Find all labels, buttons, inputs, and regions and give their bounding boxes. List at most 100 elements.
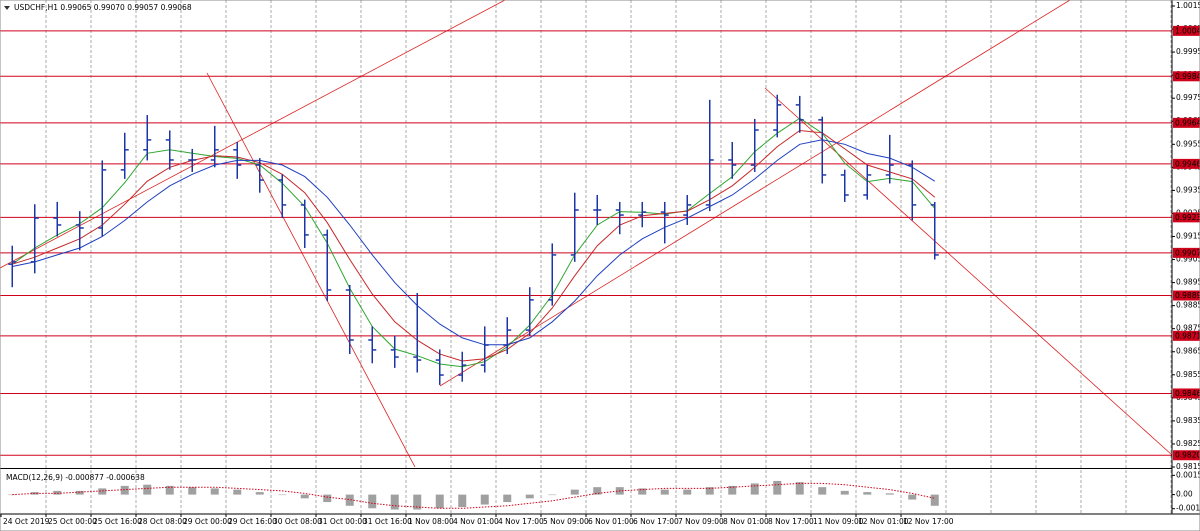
level-label: 0.98469 bbox=[1175, 389, 1200, 398]
level-label-box bbox=[1173, 212, 1200, 223]
macd-bar bbox=[818, 487, 827, 495]
trendline bbox=[206, 72, 416, 467]
level-label-box bbox=[1173, 450, 1200, 461]
macd-bar bbox=[390, 494, 399, 510]
macd-bar bbox=[683, 489, 692, 495]
macd-bar bbox=[345, 494, 354, 506]
y-tick-label: 0.00 bbox=[1176, 490, 1193, 499]
macd-bar bbox=[660, 489, 669, 495]
x-tick-label: 31 Oct 16:00 bbox=[363, 517, 412, 526]
x-tick-label: 11 Nov 09:00 bbox=[813, 517, 864, 526]
macd-bar bbox=[908, 494, 917, 500]
level-label-box bbox=[1173, 117, 1200, 128]
level-label: 0.99845 bbox=[1175, 72, 1200, 81]
macd-bar bbox=[210, 488, 219, 495]
macd-bar bbox=[165, 485, 174, 495]
level-label: 0.99079 bbox=[1175, 248, 1200, 257]
x-tick-label: 25 Oct 16:00 bbox=[93, 517, 142, 526]
level-label-box bbox=[1173, 388, 1200, 399]
macd-bar bbox=[323, 494, 332, 503]
x-tick-label: 8 Nov 01:00 bbox=[723, 517, 769, 526]
macd-bar bbox=[773, 480, 782, 495]
level-label-box bbox=[1173, 158, 1200, 169]
trendline bbox=[439, 0, 1071, 387]
x-tick-label: 28 Oct 08:00 bbox=[138, 517, 187, 526]
macd-bar bbox=[435, 494, 444, 509]
macd-bar bbox=[480, 494, 489, 505]
macd-bar bbox=[233, 489, 242, 495]
macd-bar bbox=[638, 488, 647, 495]
x-tick-label: 7 Nov 09:00 bbox=[678, 517, 724, 526]
macd-bar bbox=[300, 494, 309, 499]
macd-bar bbox=[750, 483, 759, 495]
level-label-box bbox=[1173, 290, 1200, 301]
macd-bar bbox=[548, 494, 557, 496]
menu-icon[interactable] bbox=[4, 6, 10, 10]
x-tick-label: 31 Oct 00:00 bbox=[318, 517, 367, 526]
macd-bar bbox=[413, 494, 422, 510]
macd-bar bbox=[188, 487, 197, 495]
x-tick-label: 4 Nov 17:00 bbox=[498, 517, 544, 526]
macd-bar bbox=[593, 487, 602, 495]
x-tick-label: 24 Oct 2019 bbox=[3, 517, 50, 526]
macd-bar bbox=[503, 494, 512, 503]
x-tick-label: 12 Nov 17:00 bbox=[903, 517, 954, 526]
level-label: 0.98894 bbox=[1175, 291, 1200, 300]
x-tick-label: 1 Nov 08:00 bbox=[408, 517, 454, 526]
x-tick-label: 30 Oct 08:00 bbox=[273, 517, 322, 526]
macd-bar bbox=[53, 490, 62, 495]
grid bbox=[45, 0, 1172, 514]
macd-bar bbox=[840, 490, 849, 495]
x-tick-label: 4 Nov 01:00 bbox=[453, 517, 499, 526]
level-label-box bbox=[1173, 247, 1200, 258]
macd-bar bbox=[143, 484, 152, 495]
level-label-box bbox=[1173, 71, 1200, 82]
level-label: 0.98201 bbox=[1175, 451, 1200, 460]
x-tick-label: 29 Oct 00:00 bbox=[183, 517, 232, 526]
level-label-box bbox=[1173, 25, 1200, 36]
moving-average bbox=[12, 117, 936, 368]
x-tick-label: 6 Nov 01:00 bbox=[588, 517, 634, 526]
x-tick-label: 8 Nov 17:00 bbox=[768, 517, 814, 526]
macd-bar bbox=[705, 487, 714, 495]
moving-average bbox=[12, 139, 936, 346]
level-label: 0.99233 bbox=[1175, 213, 1200, 222]
y-tick-label: -0.001135 bbox=[1176, 504, 1200, 513]
macd-bar bbox=[8, 494, 17, 496]
x-tick-label: 12 Nov 01:00 bbox=[858, 517, 909, 526]
x-tick-label: 5 Nov 09:00 bbox=[543, 517, 589, 526]
level-label-box bbox=[1173, 330, 1200, 341]
level-label: 0.99643 bbox=[1175, 118, 1200, 127]
macd-bar bbox=[863, 492, 872, 495]
macd-bar bbox=[368, 494, 377, 509]
moving-average bbox=[12, 129, 936, 362]
level-label: 0.99465 bbox=[1175, 159, 1200, 168]
macd-bar bbox=[570, 489, 579, 495]
level-label: 0.98719 bbox=[1175, 331, 1200, 340]
macd-bar bbox=[98, 488, 107, 495]
macd-bar bbox=[278, 494, 287, 496]
macd-bar bbox=[75, 490, 84, 495]
macd-title: MACD(12,26,9) -0.000877 -0.000638 bbox=[6, 473, 145, 482]
macd-bar bbox=[728, 485, 737, 495]
x-tick-label: 6 Nov 17:00 bbox=[633, 517, 679, 526]
macd-bar bbox=[255, 492, 264, 495]
level-label: 1.00042 bbox=[1175, 26, 1200, 35]
macd-bar bbox=[885, 493, 894, 495]
